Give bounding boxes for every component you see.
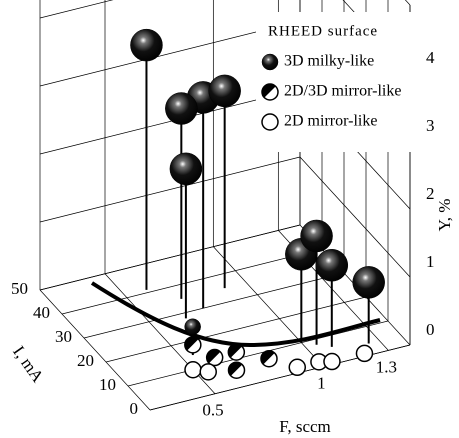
legend: RHEED surface 3D milky-like 2D/3D mirror-l… xyxy=(256,12,416,152)
grid-line xyxy=(105,296,367,363)
z-tick-label: 2 xyxy=(426,184,435,203)
legend-title: RHEED surface xyxy=(268,23,378,39)
floor-curve xyxy=(90,281,381,348)
point xyxy=(169,152,203,186)
y-tick-label: 30 xyxy=(55,327,72,346)
legend-label: 2D/3D mirror-like xyxy=(284,83,401,100)
grid-line xyxy=(39,224,301,291)
legend-label: 2D mirror-like xyxy=(284,113,377,130)
grid-line xyxy=(83,272,345,339)
point-half xyxy=(262,84,276,98)
grid-line xyxy=(127,320,389,387)
point xyxy=(199,363,217,381)
point xyxy=(184,361,202,379)
axis-edge xyxy=(404,0,411,6)
x-tick-label: 0.5 xyxy=(202,401,223,420)
y-tick-label: 0 xyxy=(130,399,139,418)
x-tick-label: 1.3 xyxy=(376,357,397,376)
point xyxy=(288,358,307,377)
x-tick-label: 1 xyxy=(317,374,326,393)
z-tick-label: 0 xyxy=(426,320,435,339)
y-tick-label: 10 xyxy=(99,375,116,394)
legend-label: 3D milky-like xyxy=(284,53,374,70)
point xyxy=(261,53,279,71)
z-axis-label: Y, % xyxy=(435,199,454,232)
grid-line xyxy=(61,248,323,315)
point-half xyxy=(261,350,275,365)
grid-line xyxy=(39,156,301,223)
x-axis-label: F, sccm xyxy=(279,417,331,436)
point xyxy=(355,344,374,363)
z-tick-label: 1 xyxy=(426,252,435,271)
y-tick-label: 50 xyxy=(11,279,28,298)
point xyxy=(184,318,201,335)
grid-line xyxy=(39,0,114,19)
point-half xyxy=(228,344,242,358)
point xyxy=(261,113,279,131)
point xyxy=(300,219,333,253)
point-half xyxy=(206,349,221,364)
point xyxy=(352,266,385,299)
y-tick-label: 40 xyxy=(33,303,50,322)
point xyxy=(208,74,241,108)
point xyxy=(323,352,341,371)
point xyxy=(315,249,349,282)
z-tick-label: 4 xyxy=(426,48,435,67)
legend-box xyxy=(256,12,416,152)
y-tick-label: 20 xyxy=(77,351,94,370)
point-half xyxy=(184,336,199,351)
point xyxy=(165,92,198,125)
axis-edge xyxy=(39,289,151,411)
point xyxy=(130,28,163,62)
y-axis-label: I, mA xyxy=(9,342,48,386)
point-half xyxy=(228,362,243,376)
grid-line xyxy=(213,246,324,367)
grid-line xyxy=(299,156,411,278)
marks xyxy=(130,28,385,381)
z-tick-label: 3 xyxy=(426,116,435,135)
